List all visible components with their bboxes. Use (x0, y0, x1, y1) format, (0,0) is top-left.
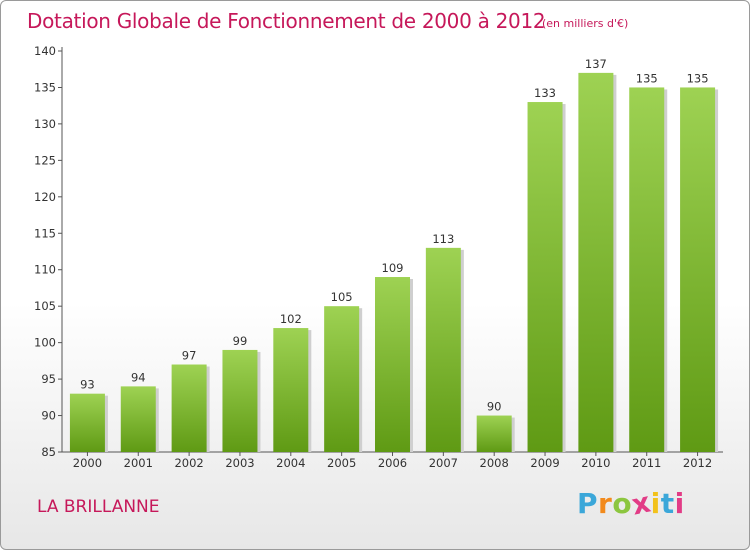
x-tick-label: 2003 (225, 456, 254, 470)
bar (171, 364, 207, 452)
x-tick-label: 2005 (327, 456, 356, 470)
x-tick-label: 2004 (276, 456, 305, 470)
bar (375, 277, 410, 452)
chart-subtitle: (en milliers d'€) (542, 17, 629, 30)
y-tick-label: 115 (34, 226, 56, 240)
bar (69, 393, 105, 452)
chart-title: Dotation Globale de Fonctionnement de 20… (27, 9, 546, 33)
y-tick-label: 130 (34, 117, 56, 131)
bar-value-label: 133 (534, 86, 556, 100)
x-tick-label: 2002 (174, 456, 203, 470)
y-tick-label: 135 (34, 80, 56, 94)
y-tick-label: 110 (34, 263, 56, 277)
x-tick-label: 2010 (581, 456, 610, 470)
logo-letter: i (650, 487, 661, 520)
bar-value-label: 113 (432, 232, 454, 246)
logo-letter: o (612, 487, 633, 520)
bar (120, 386, 156, 452)
bar (629, 87, 665, 453)
bar-value-label: 105 (331, 290, 353, 304)
bar-value-label: 102 (280, 312, 302, 326)
bar-value-label: 97 (182, 349, 197, 363)
bar (222, 349, 258, 452)
bar (324, 306, 360, 452)
y-tick-label: 140 (34, 44, 56, 58)
x-tick-label: 2008 (480, 456, 509, 470)
x-tick-label: 2001 (124, 456, 153, 470)
bar-value-label: 109 (382, 261, 404, 275)
bar (425, 247, 461, 452)
bar-value-label: 93 (80, 378, 95, 392)
bar-value-label: 94 (131, 370, 146, 384)
y-tick-label: 120 (34, 190, 56, 204)
y-tick-label: 105 (34, 299, 56, 313)
y-tick-label: 100 (34, 336, 56, 350)
bar (273, 328, 309, 452)
bar (680, 87, 716, 453)
x-tick-label: 2009 (530, 456, 559, 470)
x-tick-label: 2011 (632, 456, 661, 470)
y-tick-label: 85 (41, 445, 56, 459)
y-tick-label: 125 (34, 153, 56, 167)
x-tick-label: 2007 (429, 456, 458, 470)
proxiti-logo[interactable]: Proxiti (577, 485, 685, 521)
bar-value-label: 90 (487, 400, 502, 414)
bar (476, 415, 512, 452)
bar-value-label: 135 (636, 71, 658, 85)
x-tick-label: 2000 (73, 456, 102, 470)
logo-letter: P (577, 487, 599, 520)
logo-letter: r (598, 487, 613, 520)
logo-letter: t (660, 487, 675, 520)
bar (578, 72, 614, 452)
bar-value-label: 135 (687, 71, 709, 85)
commune-name: LA BRILLANNE (37, 497, 160, 517)
y-tick-label: 90 (41, 409, 56, 423)
bar-value-label: 137 (585, 57, 607, 71)
y-tick-label: 95 (41, 372, 56, 386)
x-tick-label: 2012 (683, 456, 712, 470)
bar (527, 102, 563, 452)
bar-value-label: 99 (233, 334, 248, 348)
x-tick-label: 2006 (378, 456, 407, 470)
logo-letter: i (674, 487, 685, 520)
